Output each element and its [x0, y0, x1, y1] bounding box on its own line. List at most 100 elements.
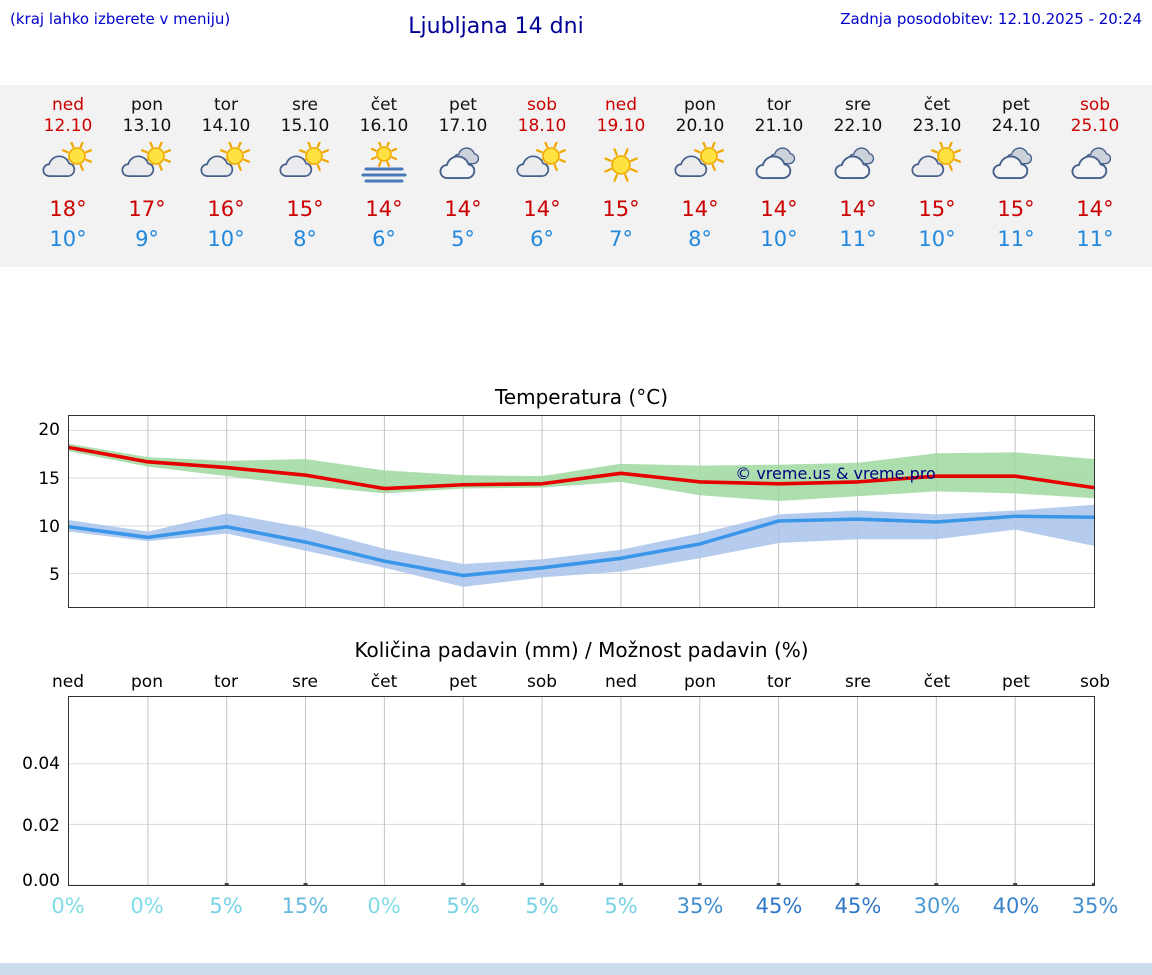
- low-temperature: 11°: [997, 227, 1035, 251]
- low-temperature: 10°: [49, 227, 87, 251]
- partly-cloudy-icon: [198, 142, 254, 188]
- precip-day-label: pon: [131, 672, 163, 692]
- fog-icon: [356, 142, 412, 188]
- low-temperature: 9°: [135, 227, 159, 251]
- precip-probability: 5%: [525, 894, 559, 918]
- precip-day-label: pon: [684, 672, 716, 692]
- low-temperature: 11°: [839, 227, 877, 251]
- temperature-chart-title: Temperatura (°C): [494, 385, 668, 409]
- day-date: 20.10: [675, 116, 725, 136]
- day-name: sob: [1079, 95, 1111, 115]
- day-name: tor: [766, 95, 792, 115]
- high-temperature: 14°: [365, 197, 403, 221]
- forecast-day-column: pon 13.10 17° 9°: [107, 95, 187, 251]
- precipitation-chart: 0.00 0.02 0.04: [22, 696, 1095, 891]
- low-temperature: 8°: [293, 227, 317, 251]
- forecast-day-column: ned 19.10 15° 7°: [581, 95, 661, 251]
- partly-cloudy-icon: [514, 142, 570, 188]
- cloudy-icon: [988, 142, 1044, 188]
- high-temperature: 14°: [760, 197, 798, 221]
- last-update: Zadnja posodobitev: 12.10.2025 - 20:24: [840, 10, 1142, 28]
- day-name: pet: [1002, 95, 1030, 115]
- cloudy-icon: [435, 142, 491, 188]
- precip-day-label: tor: [213, 672, 239, 692]
- day-date: 15.10: [280, 116, 330, 136]
- precip-probability: 5%: [446, 894, 480, 918]
- partly-cloudy-icon: [119, 142, 175, 188]
- low-temperature: 7°: [609, 227, 633, 251]
- day-date: 18.10: [517, 116, 567, 136]
- day-date: 22.10: [833, 116, 883, 136]
- y-axis-label: 0.04: [22, 754, 60, 775]
- precip-probability: 35%: [676, 894, 724, 918]
- y-axis-label: 15: [38, 468, 60, 489]
- forecast-day-column: sob 18.10 14° 6°: [502, 95, 582, 251]
- precip-probability: 0%: [51, 894, 85, 918]
- cloudy-icon: [751, 142, 807, 188]
- precipitation-chart-svg: [69, 697, 1094, 885]
- precip-probability: 45%: [755, 894, 803, 918]
- high-temperature: 14°: [681, 197, 719, 221]
- day-date: 21.10: [754, 116, 804, 136]
- precip-day-label: sob: [1079, 672, 1111, 692]
- precip-day-label: čet: [370, 672, 398, 692]
- high-temperature: 14°: [1076, 197, 1114, 221]
- day-date: 17.10: [438, 116, 488, 136]
- day-date: 12.10: [43, 116, 93, 136]
- day-name: sre: [845, 95, 871, 115]
- high-temperature: 16°: [207, 197, 245, 221]
- low-temperature: 10°: [207, 227, 245, 251]
- y-axis-label: 10: [38, 516, 60, 537]
- forecast-day-column: ned 12.10 18° 10°: [28, 95, 108, 251]
- day-date: 19.10: [596, 116, 646, 136]
- precip-day-label: čet: [923, 672, 951, 692]
- precip-probability: 15%: [281, 894, 329, 918]
- high-temperature: 15°: [286, 197, 324, 221]
- precip-day-label: ned: [604, 672, 638, 692]
- day-name: pon: [684, 95, 716, 115]
- cloudy-icon: [1067, 142, 1123, 188]
- temperature-chart-svg: [69, 416, 1094, 607]
- day-name: pon: [131, 95, 163, 115]
- day-name: sob: [526, 95, 558, 115]
- precip-probability: 30%: [913, 894, 961, 918]
- forecast-day-column: čet 16.10 14° 6°: [344, 95, 424, 251]
- day-date: 24.10: [991, 116, 1041, 136]
- day-name: pet: [449, 95, 477, 115]
- day-date: 14.10: [201, 116, 251, 136]
- high-temperature: 14°: [444, 197, 482, 221]
- low-temperature: 11°: [1076, 227, 1114, 251]
- day-name: ned: [604, 95, 638, 115]
- page-title: Ljubljana 14 dni: [408, 14, 584, 39]
- sunny-icon: [593, 142, 649, 188]
- y-axis-label: 0.02: [22, 815, 60, 836]
- precip-probability: 0%: [367, 894, 401, 918]
- high-temperature: 18°: [49, 197, 87, 221]
- low-temperature: 5°: [451, 227, 475, 251]
- high-temperature: 15°: [918, 197, 956, 221]
- forecast-day-column: tor 21.10 14° 10°: [739, 95, 819, 251]
- forecast-day-column: pet 24.10 15° 11°: [976, 95, 1056, 251]
- precip-day-label: pet: [449, 672, 477, 692]
- partly-cloudy-icon: [277, 142, 333, 188]
- precip-probability: 35%: [1071, 894, 1119, 918]
- low-temperature: 8°: [688, 227, 712, 251]
- forecast-day-column: sob 25.10 14° 11°: [1055, 95, 1135, 251]
- day-date: 23.10: [912, 116, 962, 136]
- precip-day-label: sre: [845, 672, 871, 692]
- precipitation-chart-title: Količina padavin (mm) / Možnost padavin …: [354, 638, 809, 662]
- precipitation-chart-section: Količina padavin (mm) / Možnost padavin …: [0, 638, 1152, 924]
- day-date: 16.10: [359, 116, 409, 136]
- y-axis-label: 20: [38, 420, 60, 441]
- day-name: čet: [923, 95, 951, 115]
- cloudy-icon: [830, 142, 886, 188]
- forecast-day-column: pon 20.10 14° 8°: [660, 95, 740, 251]
- forecast-strip: ned 12.10 18° 10° pon 13.10 17° 9° tor 1…: [0, 85, 1152, 267]
- precip-day-label: sob: [526, 672, 558, 692]
- page-header: (kraj lahko izberete v meniju) Ljubljana…: [0, 0, 1152, 50]
- day-date: 25.10: [1070, 116, 1120, 136]
- precip-probability-row: 0% 0% 5% 15% 0% 5% 5% 5% 35% 45% 45% 30% 40% 35%: [0, 894, 1152, 924]
- day-name: sre: [292, 95, 318, 115]
- partly-cloudy-icon: [672, 142, 728, 188]
